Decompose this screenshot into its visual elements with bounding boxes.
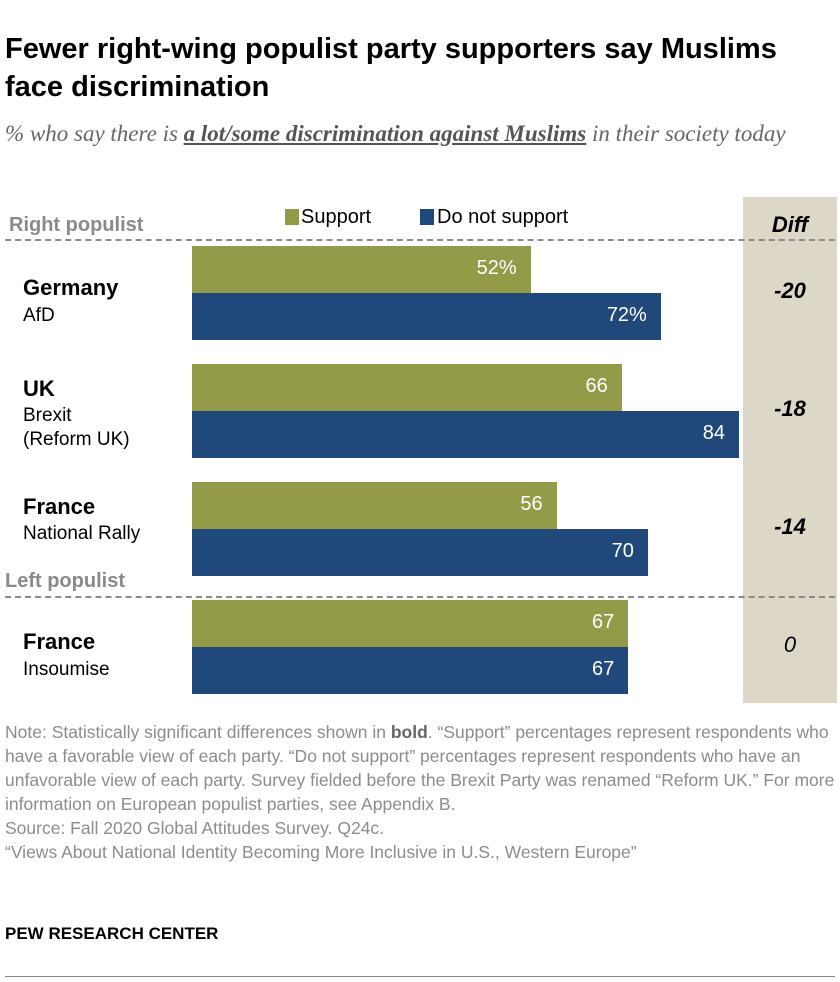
- country-label: UK: [23, 376, 55, 401]
- legend-swatch-not-support: [420, 209, 434, 225]
- data-label: 67: [592, 611, 615, 633]
- chart-title: Fewer right-wing populist party supporte…: [5, 33, 777, 103]
- report-title: “Views About National Identity Becoming …: [5, 842, 637, 862]
- note-text: Note: Statistically significant differen…: [5, 720, 835, 816]
- bar-not-support: 67: [192, 647, 629, 694]
- group-divider: [5, 596, 835, 598]
- data-label: 84: [702, 422, 725, 444]
- diff-value: -18: [774, 396, 806, 421]
- bar-support: 56: [192, 482, 557, 529]
- bar-support: 67: [192, 600, 629, 647]
- bar-not-support: 84: [192, 411, 739, 458]
- diff-value: -14: [774, 514, 806, 539]
- data-label: 67: [592, 658, 615, 680]
- legend-swatch-support: [285, 209, 299, 225]
- legend-label-support: Support: [301, 206, 372, 228]
- bar-support: 66: [192, 364, 622, 411]
- data-label: 56: [520, 493, 543, 515]
- bottom-rule: [5, 976, 835, 977]
- country-label: France: [23, 629, 96, 654]
- subtitle-pre: % who say there is: [5, 121, 184, 146]
- party-label: Brexit (Reform UK): [23, 405, 130, 450]
- data-label: 52%: [476, 257, 517, 279]
- subtitle-emphasis: a lot/some discrimination against Muslim…: [183, 121, 587, 146]
- note-bold: bold: [390, 722, 428, 742]
- diff-column-background: [743, 197, 837, 703]
- bar-not-support: 70: [192, 529, 648, 576]
- data-label: 72%: [606, 304, 647, 326]
- brand-logo-text: PEW RESEARCH CENTER: [5, 924, 219, 943]
- party-label: Insoumise: [23, 659, 110, 680]
- note-pre: Note: Statistically significant differen…: [5, 722, 391, 742]
- diff-header: Diff: [771, 212, 809, 237]
- legend-label-not-support: Do not support: [437, 206, 569, 228]
- bar-not-support: 72%: [192, 293, 661, 340]
- data-label: 70: [611, 540, 634, 562]
- country-label: Germany: [23, 275, 119, 300]
- party-label: National Rally: [23, 523, 141, 544]
- group-divider: [5, 239, 835, 241]
- source-text: Source: Fall 2020 Global Attitudes Surve…: [5, 818, 385, 838]
- country-label: France: [23, 494, 96, 519]
- note: Note: Statistically significant differen…: [5, 720, 835, 864]
- diff-value: -20: [774, 278, 806, 303]
- group-label-right-populist: Right populist: [9, 214, 144, 236]
- subtitle-post: in their society today: [586, 121, 786, 146]
- party-label: AfD: [23, 305, 55, 326]
- bar-support: 52%: [192, 246, 531, 293]
- note-post: . “Support” percentages represent respon…: [5, 722, 835, 814]
- diff-value: 0: [783, 632, 797, 657]
- data-label: 66: [585, 375, 608, 397]
- group-label-left-populist: Left populist: [5, 570, 125, 592]
- chart-subtitle: % who say there is a lot/some discrimina…: [5, 118, 825, 150]
